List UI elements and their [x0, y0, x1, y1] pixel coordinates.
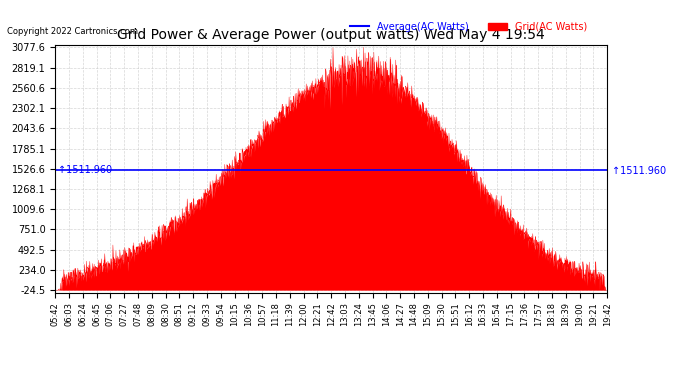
Legend: Average(AC Watts), Grid(AC Watts): Average(AC Watts), Grid(AC Watts) [346, 18, 591, 36]
Text: ↑1511.960: ↑1511.960 [59, 165, 112, 175]
Title: Grid Power & Average Power (output watts) Wed May 4 19:54: Grid Power & Average Power (output watts… [117, 28, 545, 42]
Text: Copyright 2022 Cartronics.com: Copyright 2022 Cartronics.com [7, 27, 138, 36]
